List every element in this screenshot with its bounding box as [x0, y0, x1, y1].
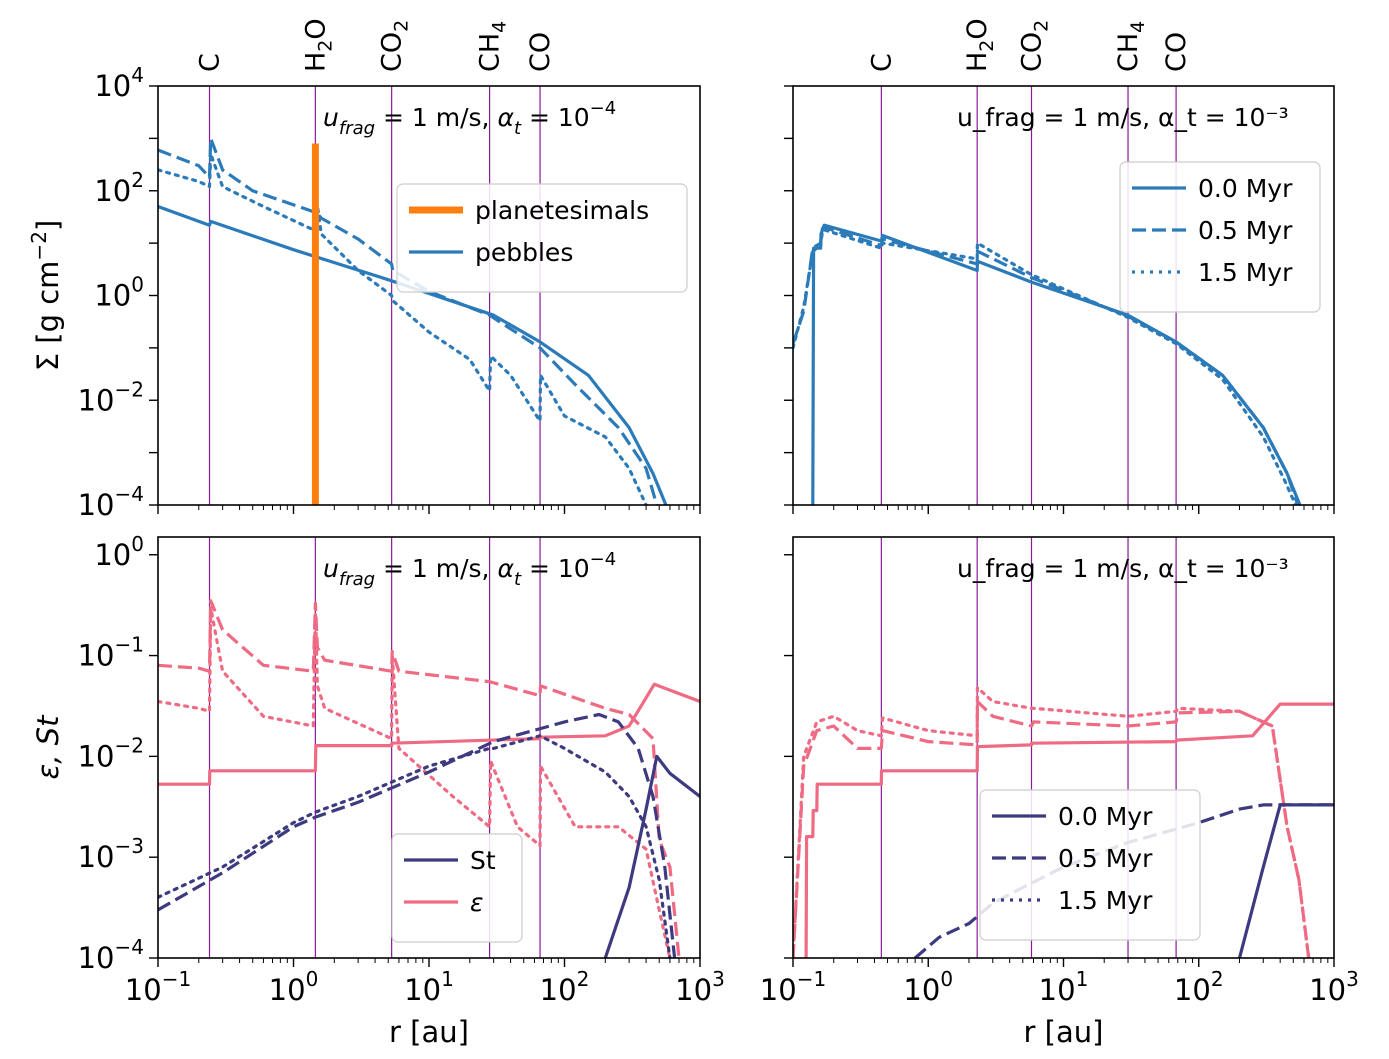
series-line-pebbles-dashed — [793, 225, 1300, 505]
legend — [396, 183, 688, 293]
panel-annotation: ufrag = 1 m/s, αt = 10−4 — [323, 98, 616, 139]
panel-bottom-right: 10−1 100 101 102 103 r [au] u_frag = 1 m/s, α_… — [760, 536, 1359, 1049]
y-tick-label: 10−3 — [78, 834, 144, 874]
panel-annotation: u_frag = 1 m/s, α_t = 10⁻³ — [957, 103, 1289, 132]
y-tick-label: 10−2 — [78, 377, 144, 417]
x-tick-label: 102 — [540, 967, 590, 1007]
ice-line-label: CH4 — [1113, 21, 1149, 72]
axes-frame — [157, 85, 701, 506]
y-tick-label: 10−2 — [78, 733, 144, 773]
series-line-st-dashed — [158, 712, 677, 958]
y-tick-label: 102 — [94, 168, 144, 208]
ice-line-label: C — [195, 53, 226, 72]
series-line-eps-dotted — [793, 686, 1311, 958]
series-line-pebbles-solid — [158, 204, 668, 505]
legend-label: 1.5 Myr — [1198, 258, 1293, 287]
x-tick-label: 103 — [1309, 967, 1359, 1007]
y-axis-label: Σ [g cm−2] — [27, 220, 65, 372]
y-tick-label: 10−4 — [78, 935, 144, 975]
ice-line-label: C — [866, 53, 897, 72]
y-tick-label: 10−1 — [78, 633, 144, 673]
panel-annotation: ufrag = 1 m/s, αt = 10−4 — [323, 549, 616, 590]
series-line-pebbles-dotted — [158, 152, 648, 505]
legend-label: 1.5 Myr — [1058, 886, 1153, 915]
x-tick-label: 102 — [1174, 967, 1224, 1007]
y-tick-label: 104 — [94, 63, 144, 103]
x-tick-label: 101 — [1039, 967, 1089, 1007]
y-axis-label: ε, St — [31, 714, 65, 780]
ice-line-label: H2O — [962, 18, 998, 72]
series-line-eps-dotted — [158, 605, 672, 958]
ice-line-label: CO2 — [377, 20, 413, 72]
legend-label: 0.5 Myr — [1058, 844, 1153, 873]
x-tick-label: 10−1 — [760, 967, 826, 1007]
series-line-pebbles-solid — [811, 223, 1302, 505]
panel-bottom-left: 10−1 100 101 102 103 10−4 10−3 10−2 10−1 100 r [au… — [31, 532, 725, 1049]
x-axis-label: r [au] — [389, 1015, 469, 1049]
x-tick-label: 10−1 — [125, 967, 191, 1007]
series-line-pebbles-dotted — [793, 228, 1298, 505]
series-line-eps-solid — [158, 682, 700, 786]
series-line-st-dotted — [158, 734, 672, 958]
ice-line-label: CO2 — [1017, 20, 1053, 72]
panel-annotation: u_frag = 1 m/s, α_t = 10⁻³ — [957, 554, 1289, 583]
ice-line-label: CH4 — [475, 21, 511, 72]
x-axis-label: r [au] — [1024, 1015, 1104, 1049]
legend-label: 0.0 Myr — [1198, 174, 1293, 203]
x-tick-label: 100 — [269, 967, 319, 1007]
y-tick-label: 10−4 — [78, 482, 144, 522]
panel-top-right: C H2O CO2 CH4 CO u_frag = 1 m/s, α_t = 10⁻³ 0.… — [784, 18, 1335, 514]
legend-label: 0.0 Myr — [1058, 802, 1153, 831]
legend — [391, 833, 523, 943]
ice-line-label: H2O — [300, 18, 336, 72]
y-tick-label: 100 — [94, 532, 144, 572]
series-line-pebbles-dashed — [158, 136, 659, 505]
legend-label: pebbles — [475, 238, 573, 267]
series-line-st-dashed — [914, 803, 1334, 958]
x-tick-label: 103 — [675, 967, 725, 1007]
series-line-eps-solid — [804, 702, 1334, 958]
legend-label: ε — [470, 888, 484, 917]
series-line-st-solid — [603, 754, 700, 958]
y-tick-label: 100 — [94, 273, 144, 313]
legend-label: 0.5 Myr — [1198, 216, 1293, 245]
ice-line-label: CO — [1161, 32, 1192, 72]
legend-label: St — [470, 846, 496, 875]
series-line-st-solid — [1237, 803, 1334, 958]
x-tick-label: 100 — [903, 967, 953, 1007]
legend — [979, 789, 1201, 941]
legend — [1119, 161, 1321, 313]
x-tick-label: 101 — [404, 967, 454, 1007]
legend-label: planetesimals — [475, 196, 649, 225]
panel-top-left: C H2O CO2 CH4 CO 10−4 10−2 100 102 104 Σ [g cm−2] u… — [27, 18, 701, 522]
ice-line-label: CO — [525, 32, 556, 72]
